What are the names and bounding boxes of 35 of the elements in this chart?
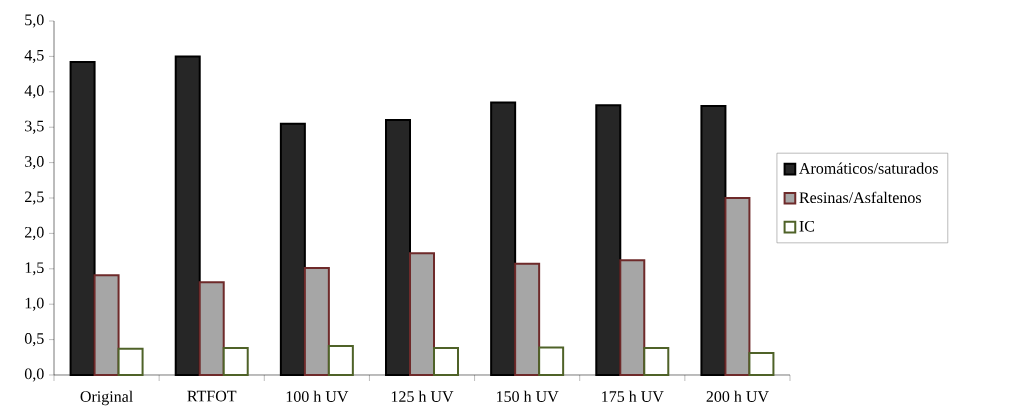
legend-label: Aromáticos/saturados: [799, 162, 938, 174]
legend-label: Resinas/Asfaltenos: [799, 191, 922, 204]
bar: [433, 347, 459, 376]
x-tick-label: 175 h UV: [602, 390, 664, 403]
bar: [643, 347, 670, 376]
bar: [724, 197, 751, 376]
bar: [748, 352, 775, 376]
bar: [538, 346, 565, 376]
y-tick-label: 2,0: [25, 226, 44, 240]
y-tick-label: 3,5: [25, 120, 44, 134]
x-tick-label: Original: [80, 390, 133, 406]
x-tick-label: RTFOT: [187, 390, 237, 402]
bar: [93, 274, 120, 376]
y-tick-label: 4,5: [24, 49, 44, 63]
bar: [619, 259, 646, 376]
x-tick-label: 200 h UV: [706, 390, 769, 403]
bar: [409, 252, 435, 376]
bar: [303, 267, 330, 376]
bar: [117, 347, 144, 376]
y-tick-label: 5,0: [25, 14, 44, 28]
bar: [327, 344, 354, 376]
bar: [514, 262, 541, 376]
x-tick-label: 125 h UV: [391, 390, 454, 403]
bar: [198, 281, 225, 376]
y-tick-label: 0,5: [24, 333, 44, 347]
y-tick-label: 1,0: [25, 297, 44, 311]
y-tick-label: 4,0: [24, 85, 44, 99]
y-tick-label: 0,0: [24, 368, 44, 382]
bar: [222, 347, 249, 376]
legend-label: IC: [799, 220, 815, 232]
y-tick-label: 3,0: [25, 156, 44, 170]
x-tick-label: 150 h UV: [496, 390, 559, 403]
y-tick-label: 2,5: [25, 191, 44, 205]
x-tick-label: 100 h UV: [286, 390, 349, 403]
y-tick-label: 1,5: [25, 262, 44, 276]
